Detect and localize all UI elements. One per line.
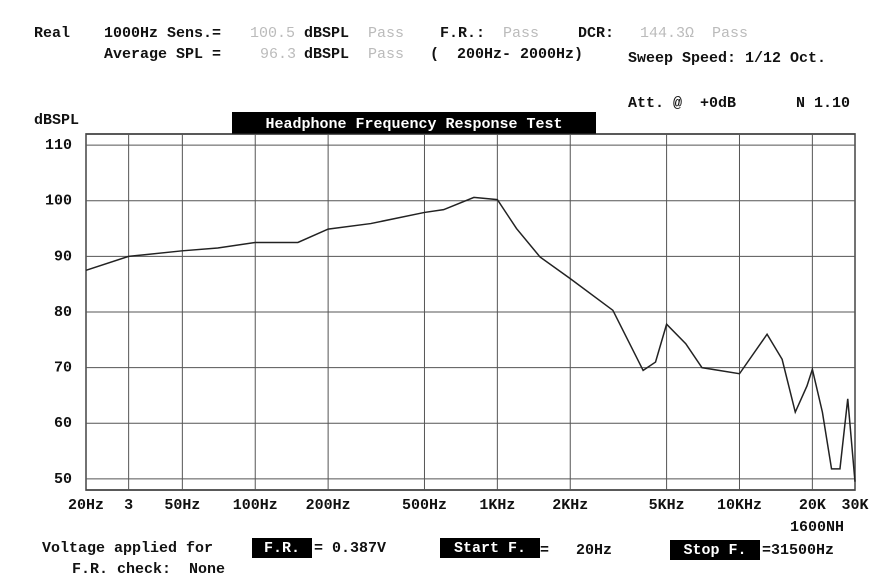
header-value: 100.5 — [250, 25, 295, 42]
header-text: Sweep Speed: 1/12 Oct. — [628, 50, 826, 67]
response-line — [85, 196, 856, 482]
x-tick-label: 200Hz — [306, 497, 351, 514]
header-text: DCR: — [578, 25, 614, 42]
label-box — [252, 538, 312, 558]
footer-text: F.R. check: None — [72, 561, 225, 578]
header-value: 144.3Ω — [640, 25, 694, 42]
x-tick-label: 500Hz — [402, 497, 447, 514]
y-tick-label: 110 — [45, 137, 72, 154]
chart-title: Headphone Frequency Response Test — [265, 116, 562, 133]
header-text: dBSPL — [304, 25, 349, 42]
x-tick-label: 20K — [799, 497, 826, 514]
header-status: Pass — [503, 25, 539, 42]
footer-box-text: F.R. — [264, 540, 300, 557]
x-tick-label: 10KHz — [717, 497, 762, 514]
header-text: Average SPL = — [104, 46, 221, 63]
y-tick-label: 80 — [54, 304, 72, 321]
footer-box-text: Start F. — [454, 540, 526, 557]
footer-text: = 0.387V — [314, 540, 386, 557]
header-text: ( 200Hz- 2000Hz) — [430, 46, 583, 63]
annotation: 1600NH — [790, 519, 844, 536]
header-status: Pass — [712, 25, 748, 42]
title-box — [232, 112, 596, 134]
x-tick-label: 100Hz — [233, 497, 278, 514]
label-box — [440, 538, 540, 558]
x-tick-label: 5KHz — [649, 497, 685, 514]
header-text: Real — [34, 25, 70, 42]
header-status: Pass — [368, 46, 404, 63]
attenuation: Att. @ +0dB — [628, 95, 736, 112]
y-axis-label: dBSPL — [34, 112, 79, 129]
y-tick-label: 100 — [45, 193, 72, 210]
x-tick-label: 20Hz — [68, 497, 104, 514]
label-box — [670, 540, 760, 560]
header-status: Pass — [368, 25, 404, 42]
version: N 1.10 — [796, 95, 850, 112]
x-tick-label: 2KHz — [552, 497, 588, 514]
x-tick-label: 30K — [841, 497, 868, 514]
header-text: 1000Hz Sens.= — [104, 25, 221, 42]
y-tick-label: 60 — [54, 415, 72, 432]
x-tick-label: 1KHz — [479, 497, 515, 514]
footer-box-text: Stop F. — [683, 542, 746, 559]
footer-text: Voltage applied for — [42, 540, 213, 557]
footer-text: =31500Hz — [762, 542, 834, 559]
y-tick-label: 90 — [54, 248, 72, 265]
header-value: 96.3 — [260, 46, 296, 63]
footer-text: = 20Hz — [540, 542, 612, 559]
y-tick-label: 50 — [54, 471, 72, 488]
y-tick-label: 70 — [54, 360, 72, 377]
header-text: dBSPL — [304, 46, 349, 63]
x-tick-label: 50Hz — [164, 497, 200, 514]
x-tick-label: 3 — [124, 497, 133, 514]
header-text: F.R.: — [440, 25, 485, 42]
